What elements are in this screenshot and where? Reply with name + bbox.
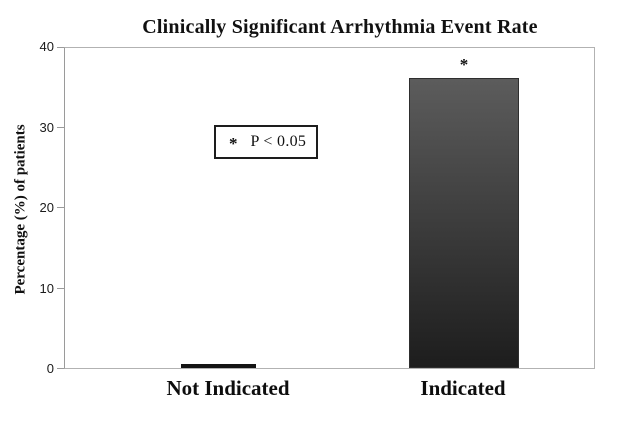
- y-tick-mark: [57, 207, 64, 208]
- y-tick-mark: [57, 47, 64, 48]
- significance-asterisk: *: [459, 55, 469, 74]
- x-label-not-indicated: Not Indicated: [166, 376, 290, 400]
- legend-label: P < 0.05: [250, 133, 307, 150]
- legend-asterisk-marker: *: [229, 134, 238, 153]
- y-tick-label: 10: [39, 280, 54, 296]
- y-tick-label: 0: [46, 361, 54, 376]
- y-tick-mark: [57, 126, 64, 128]
- legend-box: * P < 0.05: [214, 125, 318, 159]
- y-tick-mark: [57, 368, 64, 369]
- bar-indicated: [409, 78, 519, 368]
- bar-not-indicated: [181, 364, 256, 368]
- y-tick-label: 30: [39, 119, 54, 135]
- plot-area: * * P < 0.05: [64, 47, 595, 369]
- x-label-indicated: Indicated: [420, 376, 506, 400]
- y-tick-mark: [57, 287, 64, 289]
- y-tick-label: 40: [39, 39, 54, 54]
- chart-title: Clinically Significant Arrhythmia Event …: [142, 16, 538, 38]
- y-tick-label: 20: [39, 200, 54, 215]
